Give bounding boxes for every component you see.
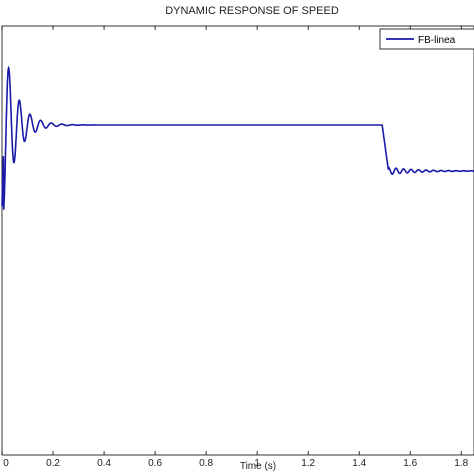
x-tick-label: 1.4 xyxy=(352,458,366,469)
x-tick-label: 1 xyxy=(254,458,260,469)
x-tick-label: 0 xyxy=(3,458,9,469)
legend-box xyxy=(379,28,474,50)
plot-border xyxy=(1,25,474,456)
legend: FB-linea xyxy=(379,28,474,50)
x-tick-label: 1.6 xyxy=(403,458,417,469)
x-tick-label: 0.6 xyxy=(148,458,162,469)
x-tick-label: 0.8 xyxy=(199,458,213,469)
x-axis-ticks: 0 0.2 0.4 0.6 0.8 1 1.2 1.4 1.6 1.8 xyxy=(1,26,469,469)
x-tick-label: 0.4 xyxy=(97,458,111,469)
x-tick-label: 0.2 xyxy=(46,458,60,469)
plot-frame xyxy=(1,25,474,456)
x-tick-label: 1.8 xyxy=(454,458,468,469)
x-axis-label: Time (s) xyxy=(240,461,276,472)
series-line-fb-linea xyxy=(1,65,474,210)
chart-title: DYNAMIC RESPONSE OF SPEED xyxy=(165,5,339,17)
legend-label-fb-linea: FB-linea xyxy=(418,35,456,46)
x-tick-label: 1.2 xyxy=(301,458,315,469)
